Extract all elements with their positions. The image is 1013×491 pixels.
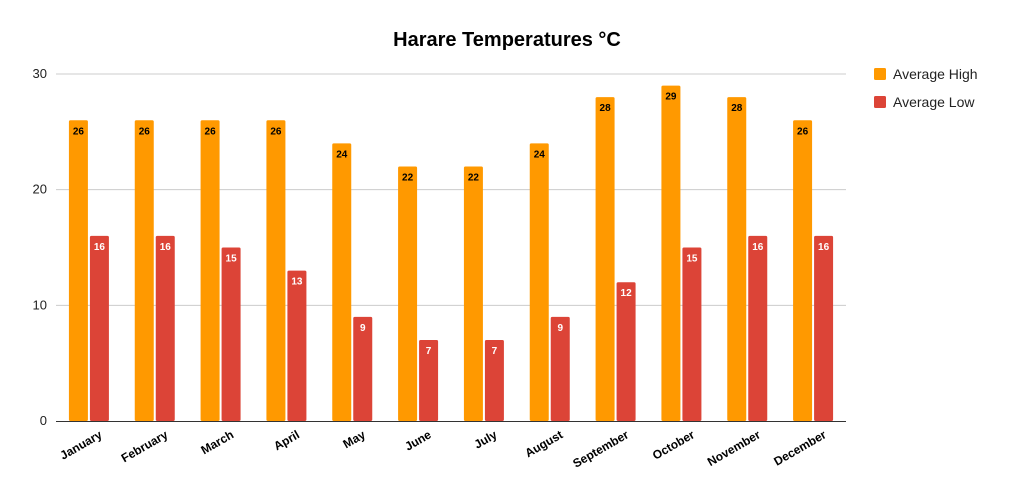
legend-swatch	[874, 96, 886, 108]
bar	[793, 120, 813, 422]
bar	[529, 143, 549, 421]
data-label: 28	[731, 103, 743, 114]
data-label: 24	[534, 149, 546, 160]
legend-label: Average Low	[893, 94, 975, 110]
bar	[661, 85, 681, 422]
bar	[134, 120, 154, 422]
bar	[814, 235, 834, 421]
data-label: 16	[160, 242, 172, 253]
data-label: 16	[94, 242, 106, 253]
bar	[550, 316, 570, 421]
data-label: 7	[492, 346, 498, 357]
data-label: 26	[797, 126, 809, 137]
data-labels: 26 16 26 16 26 15 26 13 24 9 22 7 22 7 24 9 28 12 29 15 28 16…	[73, 92, 830, 357]
bar	[68, 120, 88, 422]
x-tick-label: January	[58, 427, 105, 462]
bar	[616, 282, 636, 421]
bar	[398, 166, 418, 421]
data-label: 24	[336, 149, 348, 160]
bar	[155, 235, 175, 421]
bar	[332, 143, 352, 421]
bar	[266, 120, 286, 422]
bar	[682, 247, 702, 421]
data-label: 26	[73, 126, 85, 137]
gridlines	[56, 73, 846, 306]
bar	[200, 120, 220, 422]
data-label: 9	[557, 323, 563, 334]
bar	[419, 340, 439, 421]
data-label: 29	[665, 92, 677, 103]
x-tick-label: May	[341, 427, 368, 451]
bar	[221, 247, 241, 421]
data-label: 13	[291, 277, 303, 288]
bar	[89, 235, 109, 421]
bar	[595, 97, 615, 421]
data-label: 28	[600, 103, 612, 114]
y-axis-ticks: 0 10 20 30	[33, 66, 47, 428]
data-label: 7	[426, 346, 432, 357]
data-label: 26	[205, 126, 217, 137]
y-tick-label: 0	[40, 413, 47, 428]
data-label: 26	[139, 126, 151, 137]
legend-label: Average High	[893, 66, 978, 82]
x-tick-label: October	[650, 427, 697, 462]
y-tick-label: 30	[33, 66, 47, 81]
data-label: 15	[226, 254, 238, 265]
data-label: 16	[752, 242, 764, 253]
legend-item: Average High	[874, 66, 978, 82]
x-tick-label: September	[570, 427, 631, 470]
legend: Average High Average Low	[874, 66, 978, 110]
x-tick-label: March	[198, 427, 236, 457]
bars	[68, 85, 834, 422]
bar	[727, 97, 747, 421]
x-axis-ticks: January February March April May June July Augu…	[58, 427, 829, 470]
chart-title: Harare Temperatures °C	[393, 29, 621, 51]
bar	[353, 316, 373, 421]
y-tick-label: 10	[33, 297, 47, 312]
data-label: 22	[402, 173, 414, 184]
bar	[748, 235, 768, 421]
data-label: 15	[686, 254, 698, 265]
legend-swatch	[874, 68, 886, 80]
y-tick-label: 20	[33, 182, 47, 197]
bar	[484, 340, 504, 421]
x-tick-label: April	[271, 427, 302, 453]
data-label: 22	[468, 173, 480, 184]
bar	[287, 270, 307, 421]
legend-item: Average Low	[874, 94, 975, 110]
x-tick-label: August	[522, 427, 565, 460]
data-label: 26	[270, 126, 282, 137]
x-tick-label: June	[402, 427, 434, 453]
data-label: 12	[621, 288, 633, 299]
x-tick-label: December	[771, 427, 829, 468]
data-label: 9	[360, 323, 366, 334]
data-label: 16	[818, 242, 830, 253]
x-tick-label: February	[119, 427, 171, 465]
x-tick-label: July	[472, 427, 500, 451]
bar	[463, 166, 483, 421]
x-tick-label: November	[705, 427, 763, 469]
